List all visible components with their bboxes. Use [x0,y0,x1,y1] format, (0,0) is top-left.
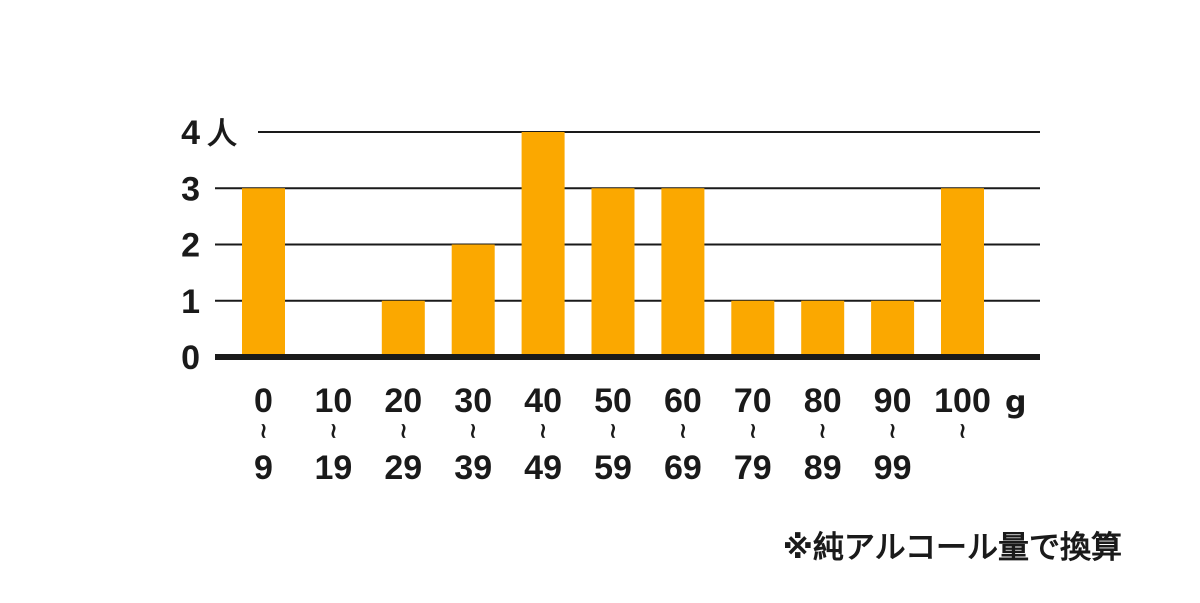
x-category-label-top: 60 [664,382,702,420]
bar-50 [591,188,635,357]
bar-100 [941,188,984,357]
bar-20 [381,300,425,357]
x-category-range-sep: ~ [880,422,905,440]
x-category-label-bottom: 49 [524,449,562,487]
bar-90 [871,300,915,357]
x-category-label-top: 70 [734,382,772,420]
y-tick-labels: 0 1 2 3 4 [181,114,200,377]
x-category-range-sep: ~ [740,422,765,440]
y-tick-label: 2 [181,227,200,265]
x-category-label-bottom: 69 [664,449,702,487]
x-category-range-sep: ~ [460,422,485,440]
y-tick-label: 0 [181,339,200,377]
x-category-label-top: 10 [314,382,352,420]
x-category-label-top: 20 [384,382,422,420]
bar-60 [661,188,705,357]
x-category-label-bottom: 99 [874,449,912,487]
x-category-label-top: 100 [934,382,991,420]
x-category-labels: 0 ~9 10 ~19 20 ~29 30 ~39 40 ~49 50 ~59 60 ~69 70 ~79 80… [251,382,991,487]
x-category-label-bottom: 29 [384,449,422,487]
bar-80 [801,300,845,357]
footnote: ※純アルコール量で換算 [782,530,1122,566]
x-category-range-sep: ~ [320,422,345,440]
x-category-label-bottom: 19 [314,449,352,487]
x-category-label-top: 40 [524,382,562,420]
x-unit-label: g [1005,385,1026,420]
bar-30 [451,244,495,357]
x-category-range-sep: ~ [600,422,625,440]
x-category-label-top: 90 [874,382,912,420]
x-category-label-top: 50 [594,382,632,420]
bars [242,132,984,357]
x-category-label-top: 0 [254,382,273,420]
x-category-range-sep: ~ [670,422,695,440]
y-tick-label: 1 [181,283,200,321]
x-category-range-sep: ~ [530,422,555,440]
y-unit-label: 人 [207,117,237,152]
y-tick-label: 3 [181,170,200,208]
x-category-label-bottom: 89 [804,449,842,487]
x-category-label-top: 80 [804,382,842,420]
x-category-label-bottom: 79 [734,449,772,487]
x-category-range-sep: ~ [810,422,835,440]
x-category-range-sep: ~ [251,422,276,440]
x-category-label-top: 30 [454,382,492,420]
x-category-label-bottom: 59 [594,449,632,487]
bar-70 [731,300,775,357]
y-tick-label: 4 [181,114,200,152]
x-category-range-sep: ~ [950,422,975,440]
bar-0 [242,188,285,357]
bar-40 [521,132,565,357]
x-category-label-bottom: 39 [454,449,492,487]
x-category-range-sep: ~ [390,422,415,440]
x-category-label-bottom: 9 [254,449,273,487]
